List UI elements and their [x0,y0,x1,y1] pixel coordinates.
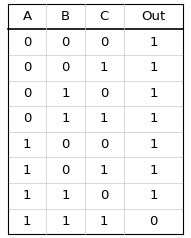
Text: 1: 1 [149,164,158,177]
Text: 0: 0 [23,61,31,74]
Text: 1: 1 [100,164,108,177]
Text: 0: 0 [23,113,31,125]
Text: 0: 0 [100,87,108,100]
Text: 1: 1 [23,215,31,228]
Text: 1: 1 [23,138,31,151]
Text: 0: 0 [62,138,70,151]
Text: C: C [100,10,109,23]
Text: Out: Out [141,10,166,23]
Text: 1: 1 [100,215,108,228]
Text: 0: 0 [149,215,158,228]
Text: 1: 1 [100,61,108,74]
Text: 0: 0 [23,35,31,49]
Text: 0: 0 [62,61,70,74]
Text: B: B [61,10,70,23]
Text: 0: 0 [100,138,108,151]
Text: 1: 1 [149,61,158,74]
Text: 0: 0 [62,35,70,49]
Text: 1: 1 [61,87,70,100]
Text: 1: 1 [149,138,158,151]
Text: 1: 1 [61,215,70,228]
Text: 1: 1 [23,189,31,203]
Text: 0: 0 [23,87,31,100]
Text: 1: 1 [100,113,108,125]
Text: 1: 1 [149,87,158,100]
Text: 1: 1 [61,189,70,203]
Text: 1: 1 [149,113,158,125]
Text: 1: 1 [149,189,158,203]
Text: 0: 0 [100,35,108,49]
Text: 1: 1 [149,35,158,49]
Text: 1: 1 [61,113,70,125]
Text: 1: 1 [23,164,31,177]
Text: 0: 0 [62,164,70,177]
Text: 0: 0 [100,189,108,203]
Text: A: A [22,10,32,23]
